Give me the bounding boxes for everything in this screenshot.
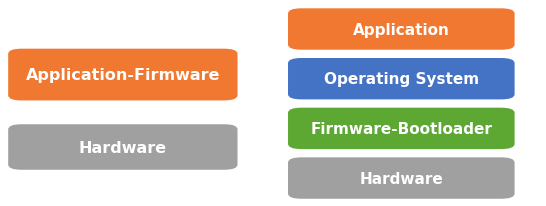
FancyBboxPatch shape xyxy=(288,158,514,199)
FancyBboxPatch shape xyxy=(8,49,238,101)
FancyBboxPatch shape xyxy=(288,9,514,50)
Text: Hardware: Hardware xyxy=(359,171,443,186)
Text: Firmware-Bootloader: Firmware-Bootloader xyxy=(310,121,492,136)
Text: Application: Application xyxy=(353,22,450,37)
Text: Operating System: Operating System xyxy=(324,72,479,87)
FancyBboxPatch shape xyxy=(288,108,514,149)
FancyBboxPatch shape xyxy=(288,59,514,100)
Text: Application-Firmware: Application-Firmware xyxy=(26,68,220,83)
Text: Hardware: Hardware xyxy=(79,140,167,155)
FancyBboxPatch shape xyxy=(8,125,238,170)
